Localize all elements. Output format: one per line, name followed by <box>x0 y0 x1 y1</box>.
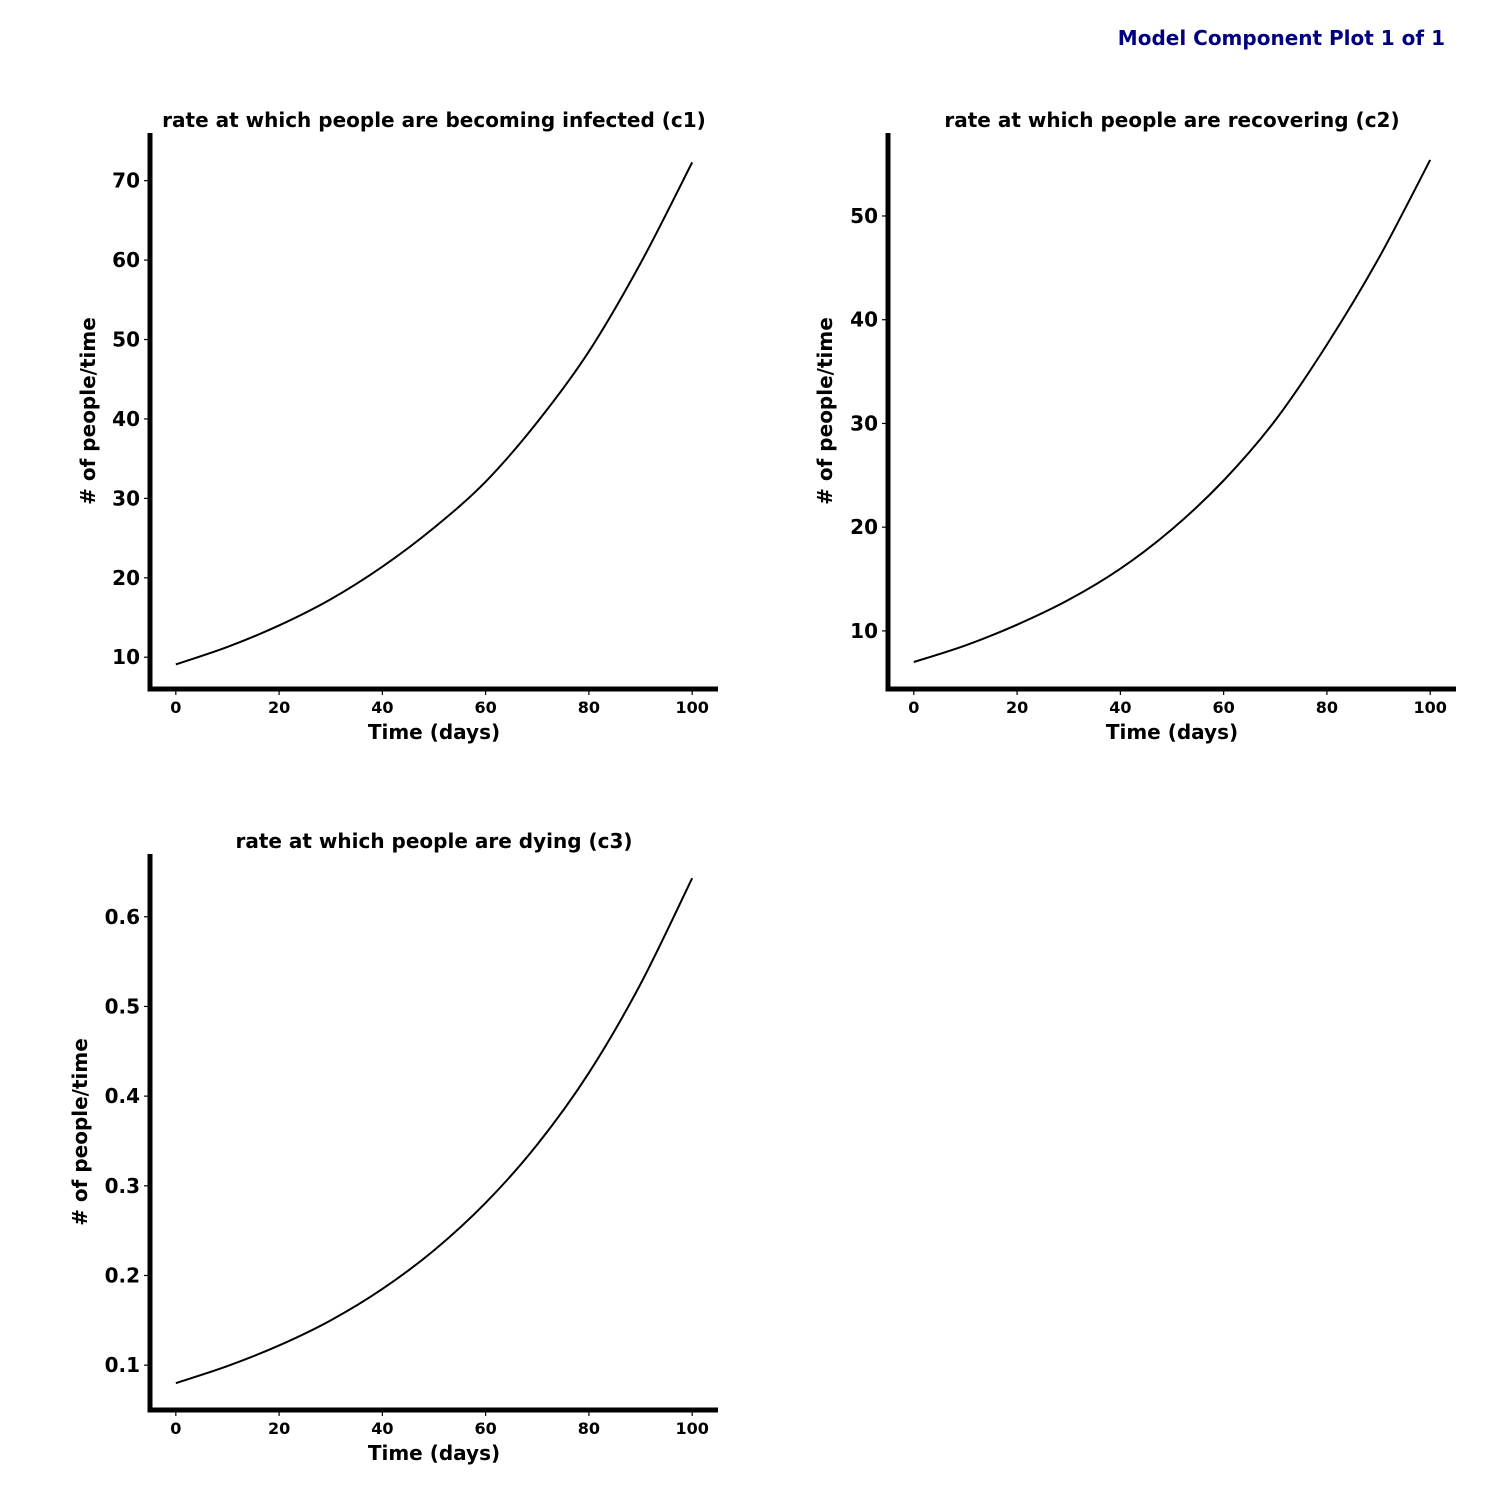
x-tick-label: 0 <box>170 698 181 717</box>
x-axis-label: Time (days) <box>368 720 500 744</box>
y-tick-label: 40 <box>112 407 140 431</box>
x-tick-label: 80 <box>578 1419 600 1438</box>
chart-panel-1: rate at which people are becoming infect… <box>76 108 718 744</box>
y-tick-label: 70 <box>112 169 140 193</box>
x-tick-label: 60 <box>1213 698 1235 717</box>
x-tick-label: 40 <box>1109 698 1131 717</box>
y-tick-label: 60 <box>112 248 140 272</box>
page-heading: Model Component Plot 1 of 1 <box>1117 26 1445 50</box>
y-tick-label: 30 <box>850 411 878 435</box>
y-tick-label: 10 <box>112 645 140 669</box>
x-tick-label: 20 <box>1006 698 1028 717</box>
x-tick-label: 100 <box>675 1419 708 1438</box>
y-tick-label: 0.1 <box>105 1353 140 1377</box>
x-tick-label: 100 <box>675 698 708 717</box>
x-tick-label: 40 <box>371 698 393 717</box>
x-tick-label: 80 <box>1316 698 1338 717</box>
x-tick-label: 80 <box>578 698 600 717</box>
y-tick-label: 0.5 <box>105 994 140 1018</box>
y-tick-label: 10 <box>850 619 878 643</box>
y-tick-label: 40 <box>850 308 878 332</box>
y-tick-label: 50 <box>112 328 140 352</box>
series-line-1 <box>175 877 694 1385</box>
x-tick-label: 0 <box>908 698 919 717</box>
x-axis-label: Time (days) <box>368 1441 500 1465</box>
y-axis-label: # of people/time <box>76 317 100 505</box>
x-tick-label: 0 <box>170 1419 181 1438</box>
x-tick-label: 20 <box>268 1419 290 1438</box>
chart-title: rate at which people are recovering (c2) <box>944 108 1399 132</box>
y-axis-label: # of people/time <box>813 317 837 505</box>
x-tick-label: 60 <box>475 1419 497 1438</box>
chart-panel-2: rate at which people are recovering (c2)… <box>813 108 1456 744</box>
y-tick-label: 0.6 <box>105 905 140 929</box>
y-tick-label: 30 <box>112 486 140 510</box>
series-line-1 <box>175 161 694 666</box>
x-tick-label: 60 <box>475 698 497 717</box>
y-tick-label: 20 <box>850 515 878 539</box>
x-tick-label: 40 <box>371 1419 393 1438</box>
chart-panel-3: rate at which people are dying (c3) 0 20 40… <box>68 829 718 1465</box>
y-axis-label: # of people/time <box>68 1038 92 1226</box>
y-tick-label: 0.3 <box>105 1174 140 1198</box>
series-line-1 <box>913 159 1432 663</box>
x-tick-label: 20 <box>268 698 290 717</box>
x-tick-label: 100 <box>1413 698 1446 717</box>
y-tick-label: 0.2 <box>105 1263 140 1287</box>
y-tick-label: 20 <box>112 566 140 590</box>
chart-title: rate at which people are becoming infect… <box>162 108 706 132</box>
x-axis-label: Time (days) <box>1106 720 1238 744</box>
y-tick-label: 50 <box>850 204 878 228</box>
chart-title: rate at which people are dying (c3) <box>235 829 632 853</box>
y-tick-label: 0.4 <box>105 1084 140 1108</box>
